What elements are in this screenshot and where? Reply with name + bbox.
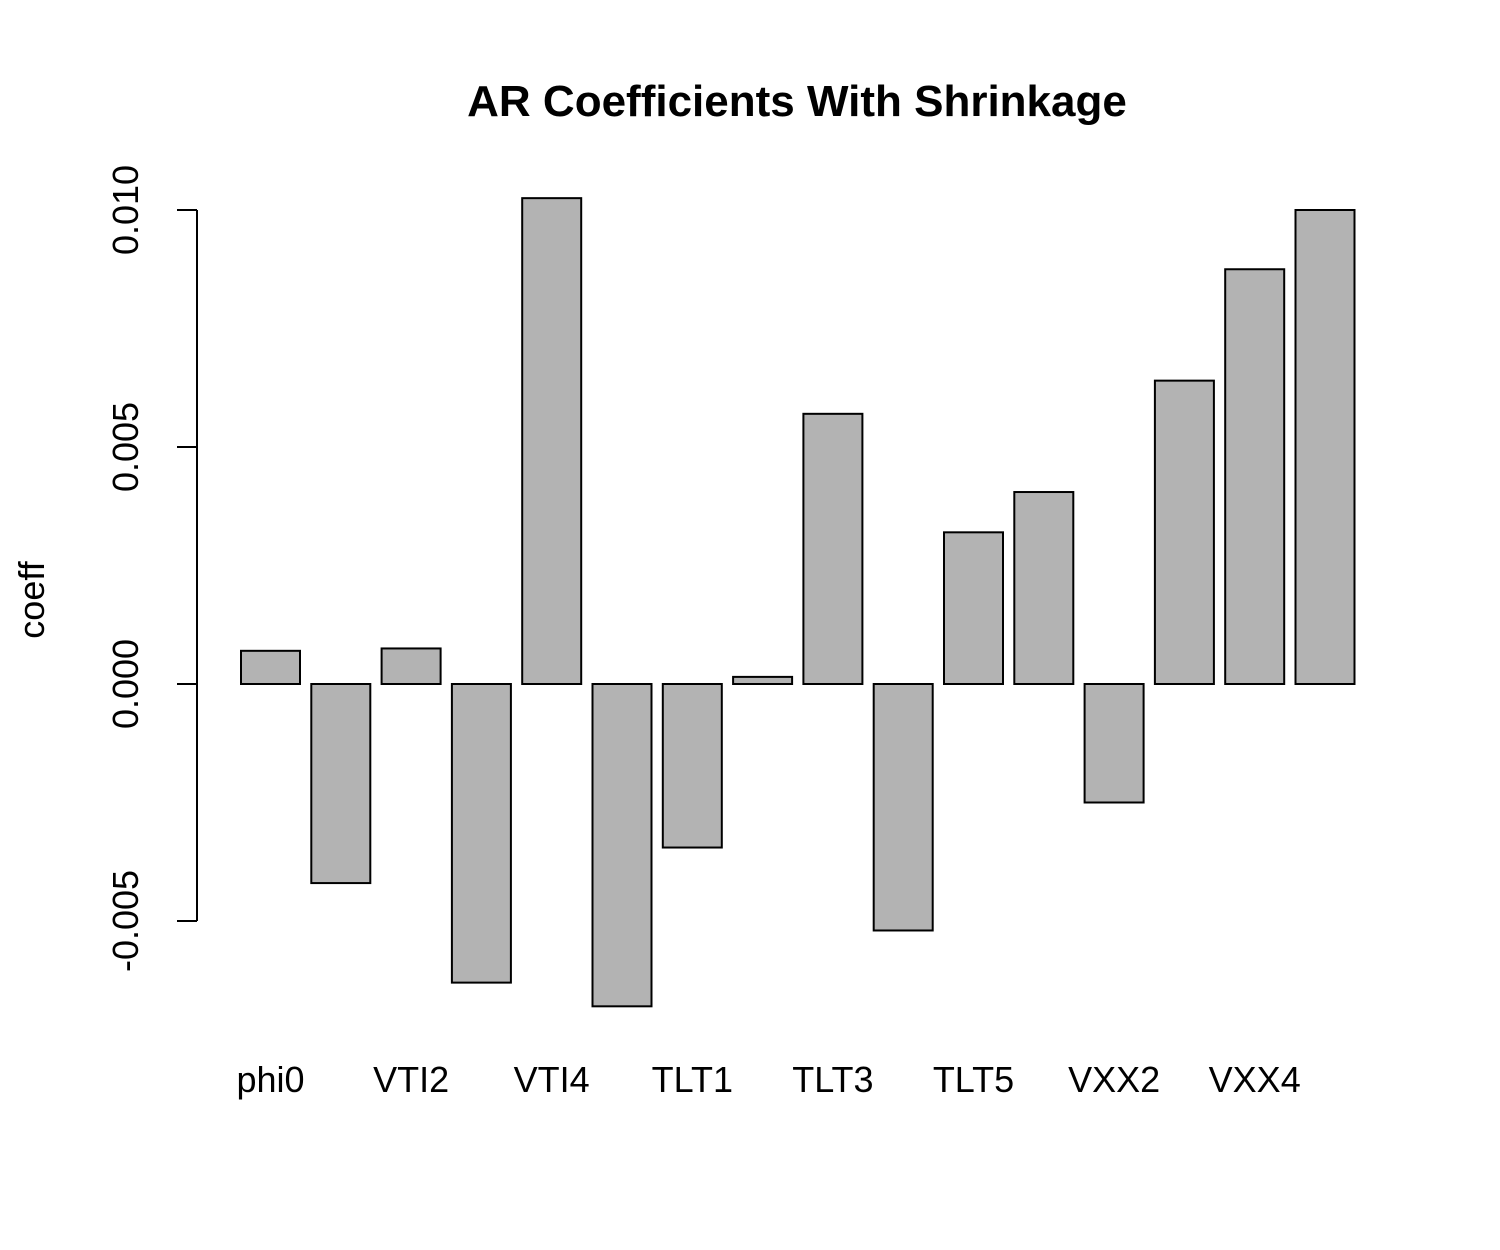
bar xyxy=(1083,683,1145,804)
x-tick-label: TLT3 xyxy=(792,1059,873,1100)
x-tick-label: VXX4 xyxy=(1209,1059,1301,1100)
y-tick-label: -0.005 xyxy=(105,870,146,972)
bar xyxy=(591,683,653,1008)
bar xyxy=(1224,268,1286,685)
bar xyxy=(1013,491,1075,685)
y-tick-label: 0.010 xyxy=(105,165,146,255)
x-tick-label: VXX2 xyxy=(1068,1059,1160,1100)
x-tick-label: VTI2 xyxy=(373,1059,449,1100)
bar xyxy=(1153,379,1215,685)
x-axis-labels: phi0 VTI2 VTI4 TLT1 TLT3 TLT5 VXX2 VXX4 xyxy=(236,1059,1300,1100)
bar xyxy=(872,683,934,932)
y-axis-label: coeff xyxy=(11,560,52,638)
bars xyxy=(240,197,1356,1008)
x-tick-label: VTI4 xyxy=(514,1059,590,1100)
bar xyxy=(1294,209,1356,685)
bar xyxy=(380,647,442,686)
y-axis: -0.005 0.000 0.005 0.010 xyxy=(105,165,198,972)
x-tick-label: phi0 xyxy=(236,1059,304,1100)
x-tick-label: TLT5 xyxy=(933,1059,1014,1100)
y-tick-label: 0.005 xyxy=(105,402,146,492)
bar xyxy=(310,683,372,885)
bar xyxy=(521,197,583,685)
bar xyxy=(943,531,1004,685)
bar xyxy=(802,412,864,685)
bar xyxy=(661,683,723,849)
bar xyxy=(450,683,512,984)
chart-title: AR Coefficients With Shrinkage xyxy=(467,77,1127,126)
bar xyxy=(240,649,301,686)
x-tick-label: TLT1 xyxy=(652,1059,733,1100)
y-tick-label: 0.000 xyxy=(105,639,146,729)
bar xyxy=(732,675,794,686)
